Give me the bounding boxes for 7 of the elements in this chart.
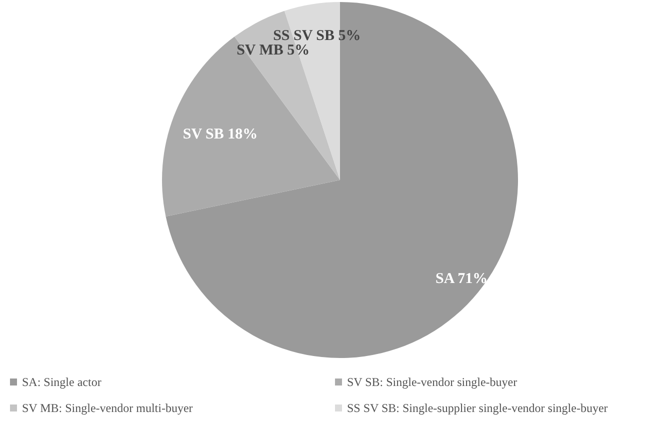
legend-label: SA: Single actor [22,375,102,389]
legend-label: SV SB: Single-vendor single-buyer [347,375,518,389]
legend-label: SV MB: Single-vendor multi-buyer [22,401,193,415]
data-label: SA 71% [436,270,488,287]
data-label: SV MB 5% [236,42,310,58]
legend-label: SS SV SB: Single-supplier single-vendor single-buyer [347,401,608,415]
data-label: SV SB 18% [182,126,258,142]
